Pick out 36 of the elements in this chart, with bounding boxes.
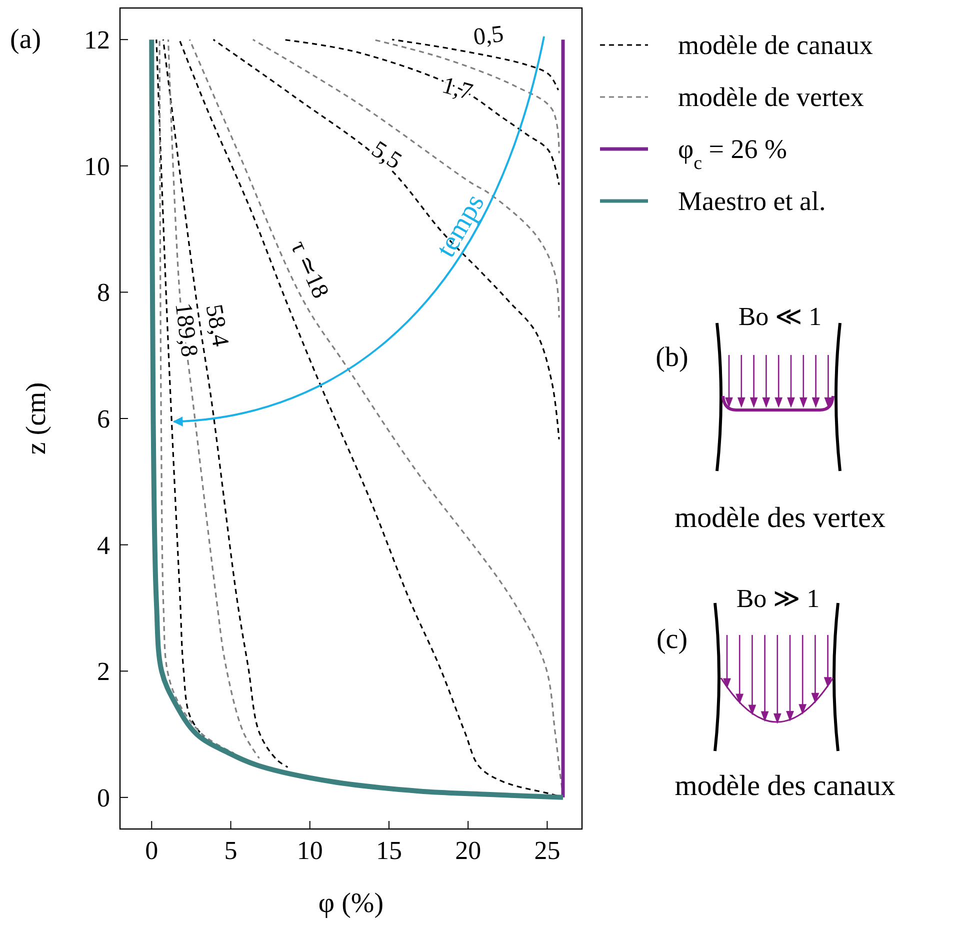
text: modèle des vertex — [674, 502, 886, 534]
text: Bo ≫ 1 — [736, 584, 820, 613]
text: (b) — [656, 342, 688, 373]
annotation: 58,4 — [200, 302, 234, 348]
x-tick-label: 10 — [296, 836, 323, 865]
text: (a) — [10, 24, 42, 55]
x-tick-label: 25 — [534, 836, 560, 865]
text: Bo ≪ 1 — [738, 302, 822, 331]
line-series — [162, 38, 289, 768]
legend-label: modèle de vertex — [678, 82, 864, 112]
annotation: τ ≃18 — [286, 236, 334, 302]
y-tick-label: 2 — [97, 657, 110, 686]
x-tick-label: 15 — [376, 836, 402, 865]
annotation: 5,5 — [366, 136, 406, 174]
x-axis-title: φ (%) — [318, 888, 384, 919]
y-tick-label: 4 — [97, 530, 110, 560]
x-tick-label: 20 — [455, 836, 482, 865]
y-tick-label: 0 — [97, 783, 110, 812]
legend-label: Maestro et al. — [678, 186, 826, 216]
legend-label: modèle de canaux — [678, 30, 874, 60]
annotation: 0,5 — [472, 20, 505, 50]
line-series — [158, 38, 235, 754]
line-series — [156, 38, 205, 738]
line-series — [167, 38, 260, 760]
annotation: 1,7 — [439, 72, 476, 106]
y-axis-title: z (cm) — [21, 382, 52, 455]
x-tick-label: 5 — [224, 836, 238, 865]
annotation: 189,8 — [170, 302, 203, 358]
y-tick-label: 12 — [84, 26, 110, 55]
text: modèle des canaux — [674, 770, 896, 802]
y-tick-label: 10 — [84, 152, 110, 181]
legend-label: φ$_{c}$ = 26 % — [678, 134, 787, 174]
y-tick-label: 6 — [97, 404, 110, 434]
y-tick-label: 8 — [97, 278, 110, 308]
x-tick-label: 0 — [145, 836, 158, 865]
text: (c) — [656, 624, 688, 655]
